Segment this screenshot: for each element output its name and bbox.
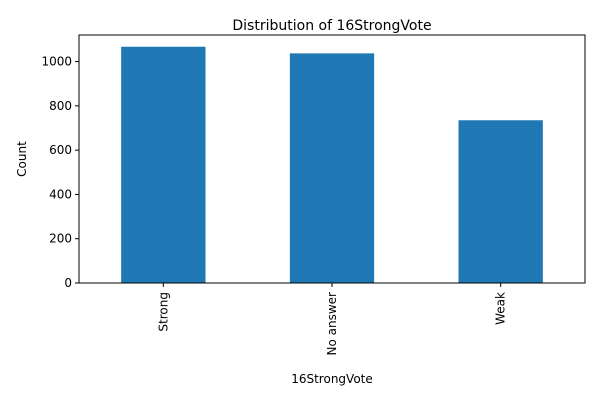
chart-title: Distribution of 16StrongVote — [232, 18, 431, 34]
x-tick-label: Weak — [494, 292, 508, 325]
x-axis: Strong No answer Weak — [156, 283, 508, 356]
plot-frame — [78, 34, 586, 284]
y-tick-label: 0 — [64, 276, 72, 290]
bar-no-answer — [289, 53, 375, 283]
y-tick-label: 400 — [49, 187, 72, 201]
y-axis-label: Count — [15, 141, 29, 177]
y-tick-label: 800 — [49, 99, 72, 113]
bar-strong — [121, 46, 206, 283]
x-tick-label: Strong — [156, 292, 170, 332]
y-tick-label: 1000 — [41, 55, 72, 69]
x-tick-label: No answer — [325, 292, 339, 356]
bars-group — [121, 46, 543, 283]
y-axis: 0 200 400 600 800 1000 — [41, 55, 79, 290]
bar-weak — [458, 120, 543, 283]
x-axis-label: 16StrongVote — [291, 372, 373, 386]
y-tick-label: 600 — [49, 143, 72, 157]
y-tick-label: 200 — [49, 232, 72, 246]
